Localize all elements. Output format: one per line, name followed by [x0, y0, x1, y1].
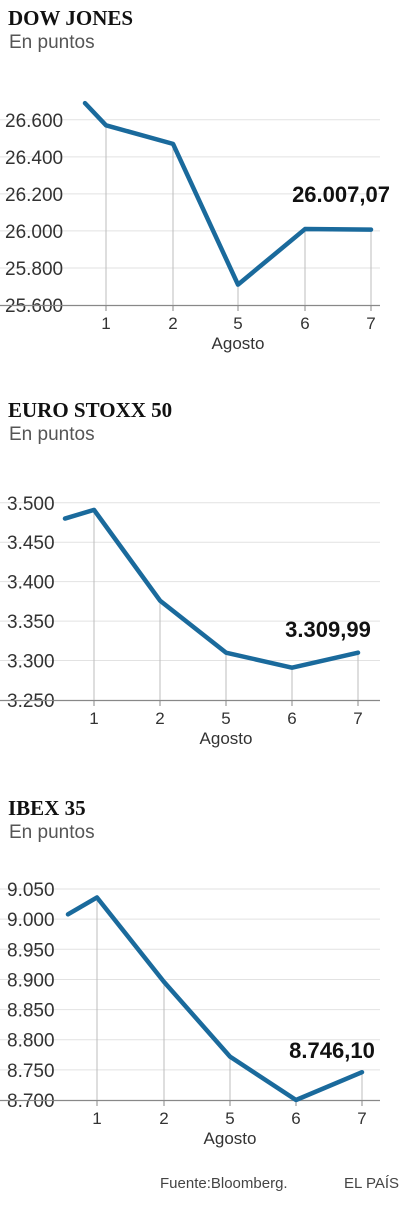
last-value-label: 8.746,10: [289, 1038, 375, 1063]
chart-subtitle: En puntos: [9, 424, 95, 445]
series-line: [82, 100, 374, 287]
x-tick-label: 5: [225, 1109, 234, 1128]
euro-stoxx-chart: 3.500 3.450 3.400 3.350 3.300 3.250 1 2 5 6 7 Agost…: [0, 494, 380, 748]
chart-subtitle: En puntos: [9, 822, 95, 843]
x-tick-label: 7: [353, 709, 362, 728]
x-tick-label: 6: [287, 709, 296, 728]
y-tick-label: 26.000: [5, 222, 63, 243]
y-tick-label: 9.050: [7, 880, 55, 901]
y-tick-label: 3.300: [7, 652, 55, 673]
x-tick-label: 7: [357, 1109, 366, 1128]
y-tick-label: 8.800: [7, 1031, 55, 1052]
y-tick-label: 3.450: [7, 533, 55, 554]
x-tick-label: 1: [101, 314, 110, 333]
y-tick-label: 8.750: [7, 1061, 55, 1082]
x-tick-label: 7: [366, 314, 375, 333]
x-tick-label: 1: [89, 709, 98, 728]
x-tick-label: 5: [221, 709, 230, 728]
y-tick-label: 25.800: [5, 259, 63, 280]
series-line: [62, 507, 361, 670]
y-tick-label: 25.600: [5, 296, 63, 317]
source-note: Fuente:Bloomberg.: [160, 1175, 288, 1192]
y-tick-label: 26.600: [5, 111, 63, 132]
x-axis-label: Agosto: [204, 1129, 257, 1148]
chart-subtitle: En puntos: [9, 32, 95, 53]
dow-jones-chart: 26.600 26.400 26.200 26.000 25.800 25.600 1 2 5 6…: [0, 100, 390, 353]
y-tick-label: 3.400: [7, 573, 55, 594]
x-tick-label: 1: [92, 1109, 101, 1128]
y-tick-label: 8.900: [7, 970, 55, 991]
brand-logo: EL PAÍS: [344, 1175, 400, 1192]
x-axis-label: Agosto: [200, 729, 253, 748]
y-tick-label: 3.500: [7, 494, 55, 515]
x-tick-label: 2: [155, 709, 164, 728]
y-tick-label: 26.400: [5, 148, 63, 169]
y-tick-label: 8.700: [7, 1091, 55, 1112]
chart-title: IBEX 35: [8, 796, 86, 820]
series-line: [65, 895, 365, 1103]
x-tick-label: 5: [233, 314, 242, 333]
ibex-chart: 9.050 9.000 8.950 8.900 8.850 8.800 8.750 8.700…: [0, 880, 380, 1148]
x-tick-label: 6: [291, 1109, 300, 1128]
y-tick-label: 3.250: [7, 691, 55, 712]
last-value-label: 26.007,07: [292, 182, 390, 207]
chart-title: EURO STOXX 50: [8, 398, 173, 422]
x-tick-label: 2: [168, 314, 177, 333]
y-tick-label: 26.200: [5, 185, 63, 206]
x-tick-label: 2: [159, 1109, 168, 1128]
y-tick-label: 3.350: [7, 612, 55, 633]
y-tick-label: 8.950: [7, 940, 55, 961]
chart-title: DOW JONES: [8, 6, 134, 30]
y-tick-label: 8.850: [7, 1001, 55, 1022]
last-value-label: 3.309,99: [285, 617, 371, 642]
y-tick-label: 9.000: [7, 910, 55, 931]
x-tick-label: 6: [300, 314, 309, 333]
x-axis-label: Agosto: [212, 334, 265, 353]
